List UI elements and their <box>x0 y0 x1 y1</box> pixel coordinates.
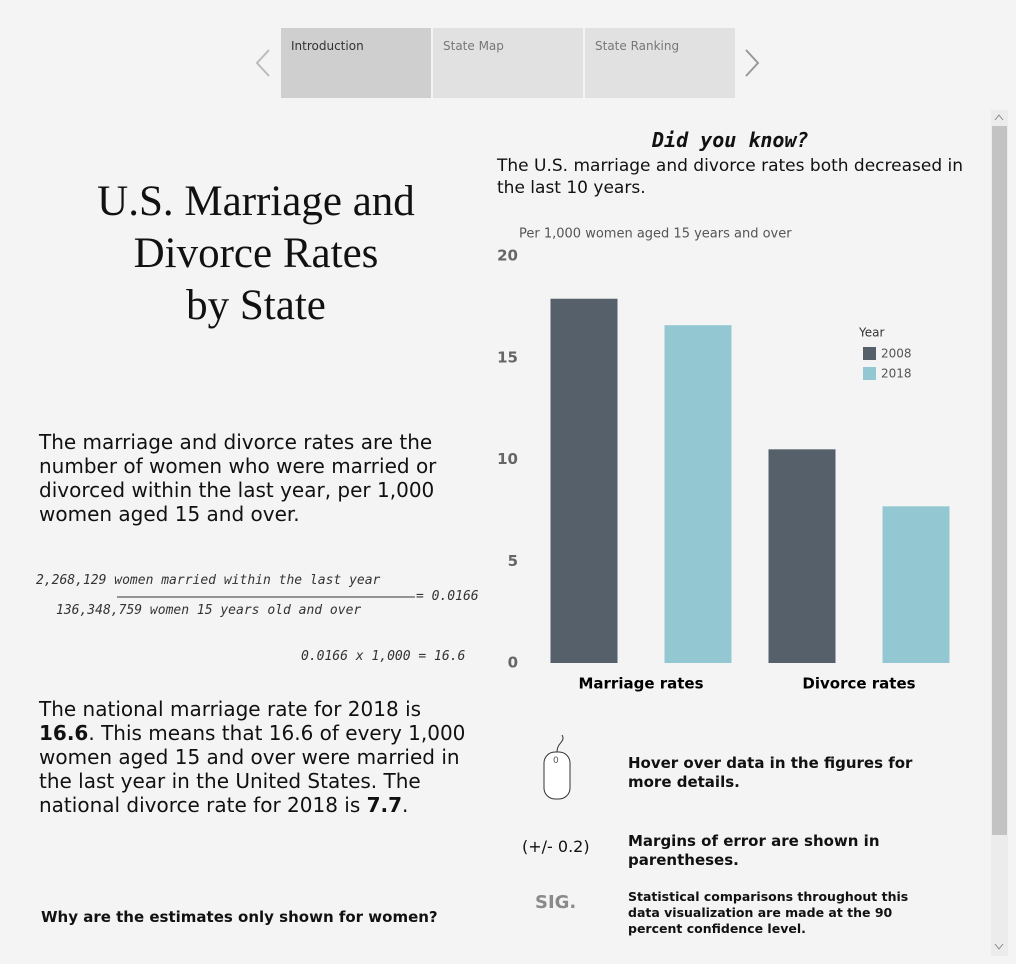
scroll-up[interactable] <box>994 114 1004 121</box>
prev-arrow[interactable] <box>255 49 270 77</box>
mouse-label: 0 <box>553 756 559 766</box>
note: Margins of error are shown in parenthese… <box>628 832 880 869</box>
sig-icon: SIG. <box>535 892 577 913</box>
title: U.S. Marriage and Divorce Rates by State <box>40 176 472 332</box>
title-line: U.S. Marriage and <box>97 178 415 225</box>
bar <box>664 325 732 663</box>
formula-result: = 0.0166 <box>416 589 479 604</box>
legend-swatch <box>863 347 876 360</box>
legend-label: 2018 <box>881 367 912 381</box>
note: Statistical comparisons throughout this … <box>628 889 909 936</box>
title-line: by State <box>186 282 326 329</box>
did-you-know: Did you know? <box>652 128 809 152</box>
formula-denominator: 136,348,759 women 15 years old and over <box>56 603 362 618</box>
bar <box>768 449 836 663</box>
formula-numerator: 2,268,129 women married within the last … <box>36 573 381 588</box>
scrollbar-thumb[interactable] <box>992 126 1007 835</box>
question-link[interactable]: Why are the estimates only shown for wom… <box>41 908 438 926</box>
legend-swatch <box>863 367 876 380</box>
y-tick-label: 20 <box>497 247 518 265</box>
next-arrow[interactable] <box>745 49 760 77</box>
note: Hover over data in the figures for more … <box>628 754 913 791</box>
tab[interactable]: State Map <box>433 28 583 98</box>
title-line: Divorce Rates <box>133 230 379 277</box>
divorce-rate: 7.7 <box>366 793 403 817</box>
statement: The U.S. marriage and divorce rates both… <box>497 156 964 198</box>
y-tick-label: 10 <box>497 450 518 468</box>
legend-label: 2008 <box>881 347 912 361</box>
scroll-down[interactable] <box>994 943 1004 950</box>
x-tick-label: Divorce rates <box>802 675 915 693</box>
moe-icon: (+/- 0.2) <box>522 837 590 856</box>
y-tick-label: 15 <box>497 348 518 366</box>
tab[interactable]: State Ranking <box>585 28 735 98</box>
tab[interactable]: Introduction <box>281 28 431 98</box>
text: . <box>402 793 409 817</box>
marriage-rate: 16.6 <box>39 721 89 745</box>
legend-title: Year <box>858 326 884 340</box>
national-rate: The national marriage rate for 2018 is 1… <box>39 697 469 817</box>
text: The national marriage rate for 2018 is <box>39 697 422 721</box>
definition: The marriage and divorce rates are the n… <box>39 430 437 526</box>
text: . This means that 16.6 of every 1,000 wo… <box>39 721 466 817</box>
mouse-cable <box>556 734 564 753</box>
chart-subtitle: Per 1,000 women aged 15 years and over <box>519 227 792 242</box>
bar <box>550 298 618 663</box>
bar <box>882 506 950 663</box>
y-tick-label: 0 <box>508 654 518 672</box>
x-tick-label: Marriage rates <box>578 675 703 693</box>
y-tick-label: 5 <box>508 552 518 570</box>
formula-scaled: 0.0166 x 1,000 = 16.6 <box>301 649 466 664</box>
